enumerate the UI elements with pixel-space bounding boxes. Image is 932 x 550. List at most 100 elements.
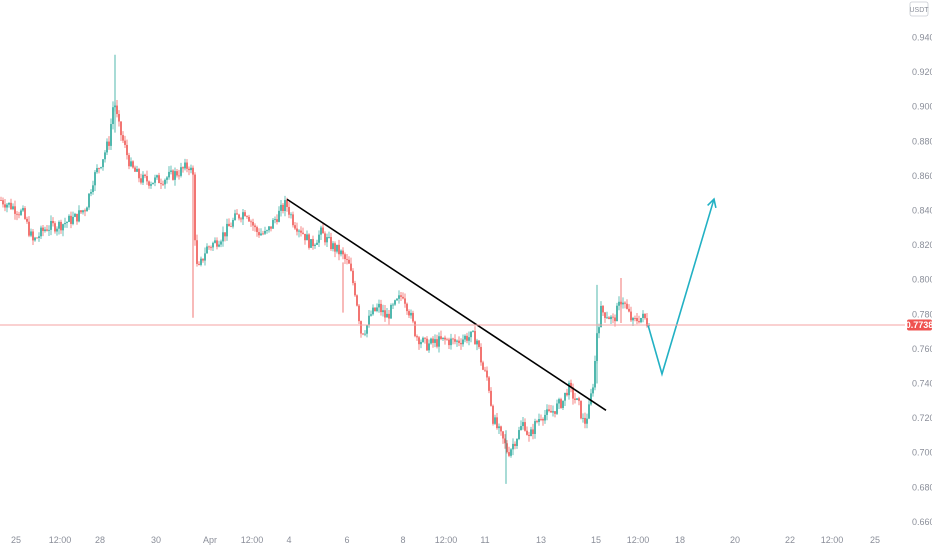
- x-tick-label: 12:00: [821, 535, 844, 545]
- candle-body: [90, 192, 92, 194]
- candle-body: [82, 210, 84, 213]
- candle-body: [218, 244, 220, 247]
- candle-body: [346, 259, 348, 260]
- x-tick-label: 6: [344, 535, 349, 545]
- candle-body: [52, 220, 54, 224]
- candle-body: [432, 338, 434, 343]
- candle-body: [528, 434, 530, 436]
- x-tick-label: 30: [151, 535, 161, 545]
- candle-body: [76, 213, 78, 222]
- candle-body: [86, 207, 88, 212]
- candle-body: [564, 392, 566, 401]
- candle-body: [436, 339, 438, 347]
- candle-body: [394, 300, 396, 305]
- candle-body: [364, 333, 366, 335]
- candle-body: [22, 208, 24, 211]
- candle-body: [124, 140, 126, 145]
- candle-body: [104, 152, 106, 160]
- candle-body: [542, 419, 544, 421]
- candle-body: [388, 313, 390, 319]
- candle-body: [72, 216, 74, 224]
- candle-body: [402, 296, 404, 299]
- candle-body: [274, 219, 276, 220]
- candle-body: [490, 390, 492, 406]
- candle-body: [348, 259, 350, 264]
- trendline[interactable]: [286, 198, 607, 411]
- y-tick-label: 0.8400: [912, 206, 932, 216]
- candle-body: [524, 422, 526, 431]
- y-tick-label: 0.7800: [912, 309, 932, 319]
- y-axis[interactable]: 0.9400 0.9200 0.9000 0.8800 0.8600 0.8400 0.82…: [912, 33, 932, 527]
- candle-body: [584, 417, 586, 424]
- candle-body: [186, 162, 188, 169]
- candle-body: [398, 295, 400, 299]
- candle-body: [438, 336, 440, 347]
- candle-body: [370, 314, 372, 316]
- projection-path[interactable]: [647, 198, 715, 377]
- candle-body: [478, 340, 480, 347]
- candle-body: [548, 409, 550, 411]
- candle-body: [634, 318, 636, 319]
- candle-body: [640, 317, 642, 323]
- candle-body: [56, 228, 58, 232]
- candle-body: [92, 185, 94, 193]
- candle-body: [224, 232, 226, 237]
- candle-body: [440, 336, 442, 339]
- candle-body: [504, 438, 506, 444]
- candle-body: [138, 168, 140, 179]
- candle-body: [0, 200, 2, 201]
- candle-body: [178, 175, 180, 177]
- candle-body: [250, 221, 252, 223]
- candle-body: [536, 421, 538, 423]
- x-tick-label: 28: [95, 535, 105, 545]
- candle-body: [450, 338, 452, 346]
- candle-body: [238, 214, 240, 219]
- candle-body: [476, 340, 478, 345]
- candle-body: [252, 221, 254, 226]
- candle-body: [502, 431, 504, 439]
- candle-body: [626, 303, 628, 309]
- x-axis[interactable]: 25 12:00 28 30 Apr 12:00 4 6 8 12:00 11 13 15 12:00 18…: [11, 535, 880, 545]
- candle-body: [374, 307, 376, 312]
- candle-body: [492, 405, 494, 424]
- candle-body: [108, 141, 110, 146]
- candle-body: [94, 172, 96, 186]
- candle-body: [176, 171, 178, 176]
- projection-arrowhead: [707, 197, 717, 209]
- candle-body: [586, 418, 588, 424]
- x-tick-label: 8: [400, 535, 405, 545]
- y-tick-label: 0.8000: [912, 275, 932, 285]
- y-tick-label: 0.7200: [912, 413, 932, 423]
- candle-body: [330, 237, 332, 250]
- candle-body: [486, 370, 488, 378]
- candle-body: [590, 393, 592, 405]
- candle-body: [198, 263, 200, 265]
- candle-body: [216, 240, 218, 247]
- candle-body: [236, 213, 238, 215]
- candle-body: [184, 162, 186, 169]
- candle-body: [156, 175, 158, 178]
- candle-body: [362, 333, 364, 335]
- x-tick-label: 12:00: [49, 535, 72, 545]
- candle-body: [588, 404, 590, 419]
- candle-body: [36, 237, 38, 239]
- candle-body: [74, 213, 76, 217]
- candle-body: [594, 361, 596, 388]
- candle-body: [336, 244, 338, 252]
- candle-body: [158, 175, 160, 184]
- candle-body: [406, 303, 408, 312]
- y-tick-label: 0.9200: [912, 67, 932, 77]
- candle-body: [310, 239, 312, 248]
- candle-body: [44, 229, 46, 232]
- candle-body: [8, 202, 10, 205]
- candle-body: [602, 305, 604, 313]
- candle-body: [48, 229, 50, 231]
- candle-body: [26, 218, 28, 222]
- candle-body: [540, 419, 542, 420]
- candle-body: [266, 230, 268, 232]
- candle-body: [130, 161, 132, 167]
- candle-body: [498, 426, 500, 429]
- candle-body: [214, 240, 216, 243]
- candle-body: [366, 325, 368, 334]
